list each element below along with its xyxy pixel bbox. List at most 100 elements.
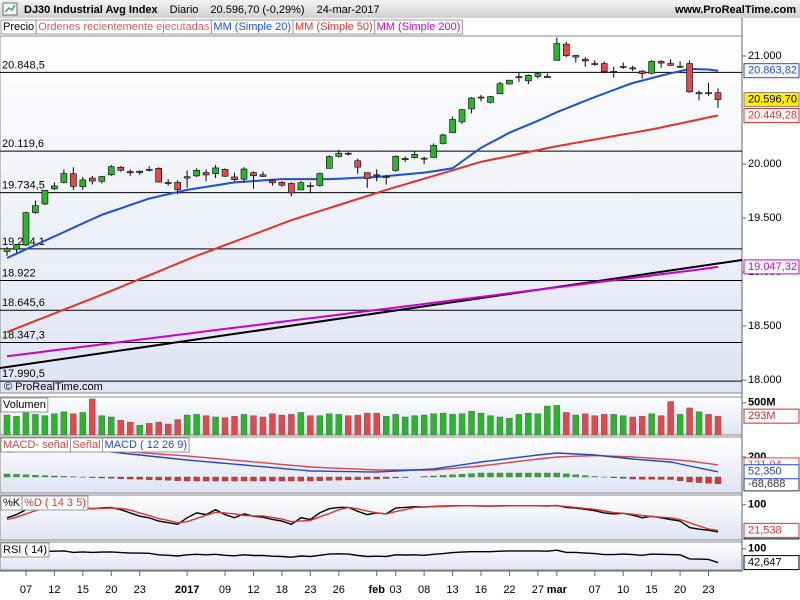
bar	[714, 415, 722, 436]
candle-body	[231, 176, 238, 180]
bar	[145, 423, 153, 436]
bar	[41, 415, 49, 436]
bar	[183, 414, 191, 436]
candle-body	[335, 152, 343, 157]
x-tick-label: 15	[646, 584, 658, 596]
bar	[3, 414, 11, 436]
bar	[695, 476, 703, 483]
bar	[193, 414, 200, 436]
candle-body	[288, 183, 295, 194]
candle-body	[202, 172, 210, 176]
bar	[373, 412, 380, 436]
bar	[591, 415, 598, 436]
last-value-label: 293M	[748, 410, 776, 422]
level-label: 18.645,6	[2, 297, 45, 309]
candle-body	[657, 61, 665, 64]
x-tick-label: 18	[276, 584, 288, 596]
candle-body	[145, 169, 153, 171]
candle-body	[164, 182, 172, 184]
header-icon-line	[4, 4, 16, 13]
last-value-label: 52,350	[748, 466, 782, 478]
bar	[297, 476, 305, 482]
bar	[383, 476, 390, 479]
last-value-label: 42,647	[748, 557, 782, 569]
candle-body	[41, 189, 49, 205]
indicator-line	[6, 504, 719, 533]
legend-label: MACD- señal	[3, 439, 68, 451]
header-text: Diario	[170, 4, 199, 16]
candle-body	[32, 205, 39, 213]
candle-body	[250, 172, 257, 177]
date-axis-background	[0, 571, 742, 600]
bar	[335, 414, 342, 436]
bar	[326, 476, 333, 481]
bar	[572, 414, 579, 436]
bar	[686, 476, 693, 483]
y-tick-label: 19.500	[748, 212, 782, 224]
bar	[638, 476, 646, 480]
bar	[591, 476, 598, 478]
bar	[553, 405, 561, 436]
bar	[259, 476, 267, 482]
bar	[145, 476, 153, 480]
bar	[468, 410, 475, 436]
bar	[13, 474, 20, 478]
x-tick-label: 22	[503, 584, 515, 596]
level-label: 19.734,5	[2, 180, 45, 192]
y-tick-label: 18.500	[748, 320, 782, 332]
bar	[278, 414, 286, 436]
bar	[41, 475, 49, 478]
bar	[127, 421, 134, 436]
legend-label: %D ( 14 3 5)	[24, 497, 86, 509]
candle-body	[572, 55, 580, 58]
bar	[392, 476, 399, 479]
bar	[60, 411, 68, 436]
bar	[164, 476, 172, 481]
bar	[259, 416, 267, 436]
legend-label: RSI ( 14)	[3, 544, 47, 556]
y-tick-label: 20.000	[748, 158, 782, 170]
candle-body	[534, 73, 542, 77]
candle-body	[648, 61, 655, 74]
bar	[164, 423, 172, 436]
copyright: © ProRealTime.com	[4, 381, 103, 393]
x-tick-label: mar	[547, 584, 568, 596]
level-label: 20.119,6	[2, 138, 44, 150]
bar	[22, 474, 30, 478]
bar	[212, 416, 219, 436]
bar	[563, 412, 570, 436]
site-link[interactable]: www.ProRealTime.com	[674, 4, 796, 16]
last-value-box	[743, 464, 800, 480]
x-tick-label: 12	[48, 584, 60, 596]
bar	[420, 476, 428, 478]
bar	[51, 475, 58, 478]
bar	[676, 414, 684, 436]
last-value-box	[743, 555, 800, 571]
candle-body	[411, 153, 418, 158]
candle-body	[392, 156, 399, 171]
indicator-line	[6, 448, 719, 473]
candle-body	[525, 75, 532, 82]
candle-body	[382, 176, 390, 178]
candle-body	[174, 182, 181, 190]
candle-body	[316, 173, 324, 186]
candle-body	[695, 92, 703, 95]
legend-label: MM (Simple 50)	[295, 21, 373, 33]
bar	[174, 476, 181, 481]
x-tick-label: 20	[105, 584, 117, 596]
moving-average-line	[6, 67, 719, 259]
bar	[354, 476, 361, 480]
candle-body	[278, 182, 286, 186]
bar	[430, 475, 437, 478]
last-value-box	[743, 63, 800, 79]
bar	[458, 474, 466, 478]
bar	[269, 413, 276, 436]
candle-body	[544, 75, 551, 78]
bar	[278, 476, 286, 482]
candle-body	[117, 166, 125, 171]
candle-body	[363, 172, 371, 179]
bar	[89, 398, 96, 436]
candle-body	[60, 173, 68, 183]
bar	[240, 476, 248, 482]
candle-body	[487, 96, 494, 103]
